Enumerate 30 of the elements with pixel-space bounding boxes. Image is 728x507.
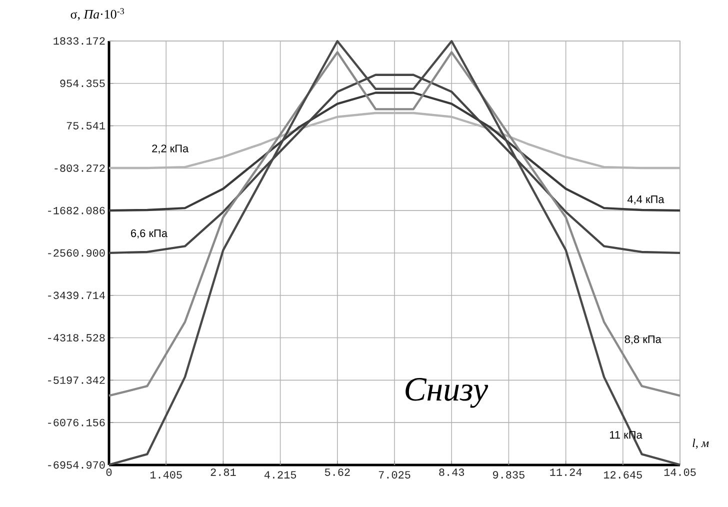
x-tick-label: 0 xyxy=(106,468,112,476)
annotation: 2,2 кПа xyxy=(152,144,189,154)
x-tick-label: 7.025 xyxy=(378,471,410,479)
x-tick-label: 14.05 xyxy=(664,468,696,476)
y-tick-label: 1833.172 xyxy=(54,37,105,45)
x-tick-label: 1.405 xyxy=(150,471,182,479)
annotation: 4,4 кПа xyxy=(627,196,664,204)
x-tick-label: 5.62 xyxy=(324,468,350,476)
x-axis-title: l, м xyxy=(692,438,709,449)
annotation: Снизу xyxy=(406,378,488,408)
y-tick-label: -2560.900 xyxy=(48,249,105,257)
y-tick-label: -4318.528 xyxy=(48,334,105,342)
annotation: 8,8 кПа xyxy=(624,335,662,344)
y-tick-label: -6076.156 xyxy=(48,418,105,426)
x-tick-label: 11.24 xyxy=(550,468,582,476)
y-tick-label: -1682.086 xyxy=(48,206,105,214)
x-tick-label: 2.81 xyxy=(210,468,236,476)
y-tick-label: -5197.342 xyxy=(48,376,105,384)
y-tick-label: -803.272 xyxy=(54,164,105,172)
annotation: 6,6 кПа xyxy=(131,229,168,238)
x-tick-label: 12.645 xyxy=(604,471,642,479)
y-tick-label: 75.541 xyxy=(66,122,105,130)
x-tick-label: 4.215 xyxy=(264,471,296,479)
x-tick-label: 8.43 xyxy=(439,468,464,476)
y-tick-label: -3439.714 xyxy=(48,292,105,300)
y-tick-label: 954.355 xyxy=(60,80,105,88)
line-series xyxy=(108,40,682,466)
y-axis-title: σ, Па·10$^{-3}$ xyxy=(70,8,124,21)
x-tick-label: 9.835 xyxy=(493,471,524,479)
y-tick-label: -6954.970 xyxy=(48,461,105,469)
